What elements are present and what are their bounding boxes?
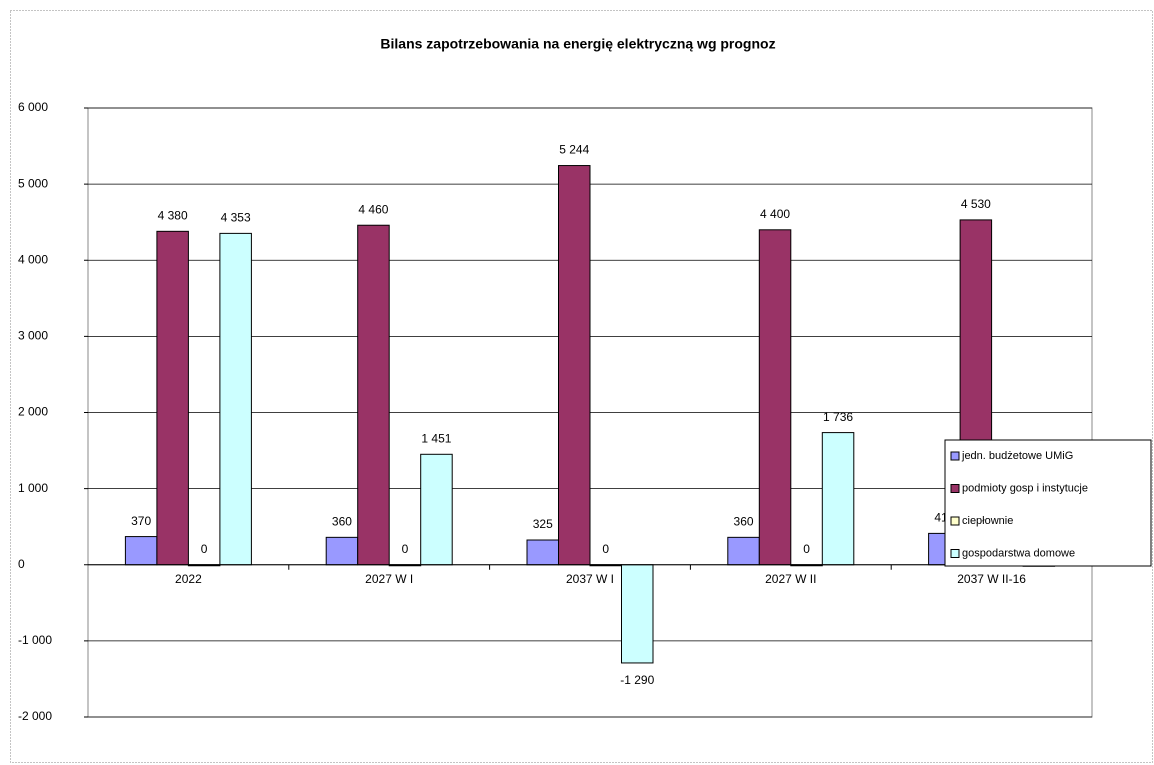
y-tick-label: 6 000 — [18, 100, 48, 114]
bar — [758, 229, 792, 566]
legend-box — [944, 439, 1152, 567]
data-label: 0 — [402, 542, 409, 556]
y-tick-label: 3 000 — [18, 329, 48, 343]
bar — [727, 536, 760, 566]
data-label: 4 530 — [961, 197, 991, 211]
bar — [420, 453, 453, 566]
bar — [558, 165, 591, 566]
bar — [621, 564, 654, 664]
data-label: -1 290 — [620, 673, 654, 687]
legend-label: ciepłownie — [962, 515, 1013, 527]
bar — [156, 230, 189, 566]
data-label: 325 — [533, 517, 553, 531]
data-label: 4 460 — [358, 202, 388, 216]
bar — [821, 432, 855, 566]
x-tick-label: 2022 — [175, 572, 202, 586]
y-tick-label: 5 000 — [18, 176, 48, 190]
legend-label: gospodarstwa domowe — [962, 547, 1075, 559]
bar — [124, 536, 158, 566]
bar — [526, 539, 559, 566]
y-tick-label: 1 000 — [18, 481, 48, 495]
data-label: 0 — [602, 542, 609, 556]
data-label: 4 353 — [221, 211, 251, 225]
data-label: 4 380 — [158, 208, 188, 222]
legend-swatch — [950, 549, 960, 558]
bar — [357, 224, 390, 566]
y-tick-label: 2 000 — [18, 405, 48, 419]
y-tick-label: -2 000 — [18, 709, 52, 723]
legend-swatch — [950, 484, 960, 493]
x-tick-label: 2037 W II-16 — [957, 572, 1026, 586]
legend-swatch — [950, 451, 960, 461]
data-label: 4 400 — [760, 207, 790, 221]
bar — [325, 536, 359, 566]
chart-border — [10, 10, 1153, 763]
data-label: 360 — [734, 515, 754, 529]
data-label: 1 736 — [823, 410, 853, 424]
x-tick-label: 2027 W I — [365, 572, 413, 586]
data-label: 360 — [332, 515, 352, 529]
data-label: 0 — [803, 542, 810, 556]
x-tick-label: 2027 W II — [765, 572, 816, 586]
x-tick-label: 2037 W I — [566, 572, 614, 586]
data-label: 370 — [131, 514, 151, 528]
legend-label: podmioty gosp i instytucje — [962, 482, 1088, 494]
y-tick-label: 4 000 — [18, 252, 48, 266]
data-label: 0 — [201, 542, 208, 556]
y-tick-label: 0 — [18, 557, 25, 571]
data-label: 1 451 — [421, 431, 451, 445]
chart-title: Bilans zapotrzebowania na energię elektr… — [380, 36, 775, 52]
y-tick-label: -1 000 — [18, 633, 52, 647]
legend-swatch — [950, 516, 960, 526]
bar — [219, 232, 252, 566]
legend-label: jedn. budżetowe UMiG — [961, 450, 1073, 462]
data-label: 5 244 — [559, 143, 589, 157]
